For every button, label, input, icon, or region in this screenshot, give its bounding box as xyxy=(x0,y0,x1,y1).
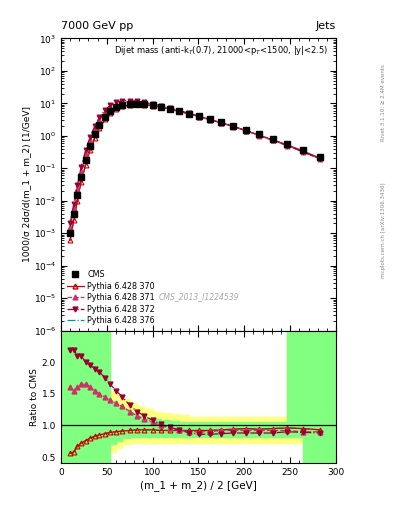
Legend: CMS, Pythia 6.428 370, Pythia 6.428 371, Pythia 6.428 372, Pythia 6.428 376: CMS, Pythia 6.428 370, Pythia 6.428 371,… xyxy=(65,269,157,327)
Text: Dijet mass (anti-k$_T$(0.7), 21000<p$_T$<1500, |y|<2.5): Dijet mass (anti-k$_T$(0.7), 21000<p$_T$… xyxy=(114,44,328,57)
Text: mcplots.cern.ch [arXiv:1306.3436]: mcplots.cern.ch [arXiv:1306.3436] xyxy=(381,183,386,278)
Y-axis label: Ratio to CMS: Ratio to CMS xyxy=(30,368,39,426)
X-axis label: (m_1 + m_2) / 2 [GeV]: (m_1 + m_2) / 2 [GeV] xyxy=(140,480,257,491)
Text: Jets: Jets xyxy=(316,20,336,31)
Y-axis label: 1000/σ 2dσ/d(m_1 + m_2) [1/GeV]: 1000/σ 2dσ/d(m_1 + m_2) [1/GeV] xyxy=(22,106,31,263)
Text: CMS_2013_I1224539: CMS_2013_I1224539 xyxy=(158,292,239,302)
Text: Rivet 3.1.10; ≥ 2.4M events: Rivet 3.1.10; ≥ 2.4M events xyxy=(381,64,386,141)
Text: 7000 GeV pp: 7000 GeV pp xyxy=(61,20,133,31)
